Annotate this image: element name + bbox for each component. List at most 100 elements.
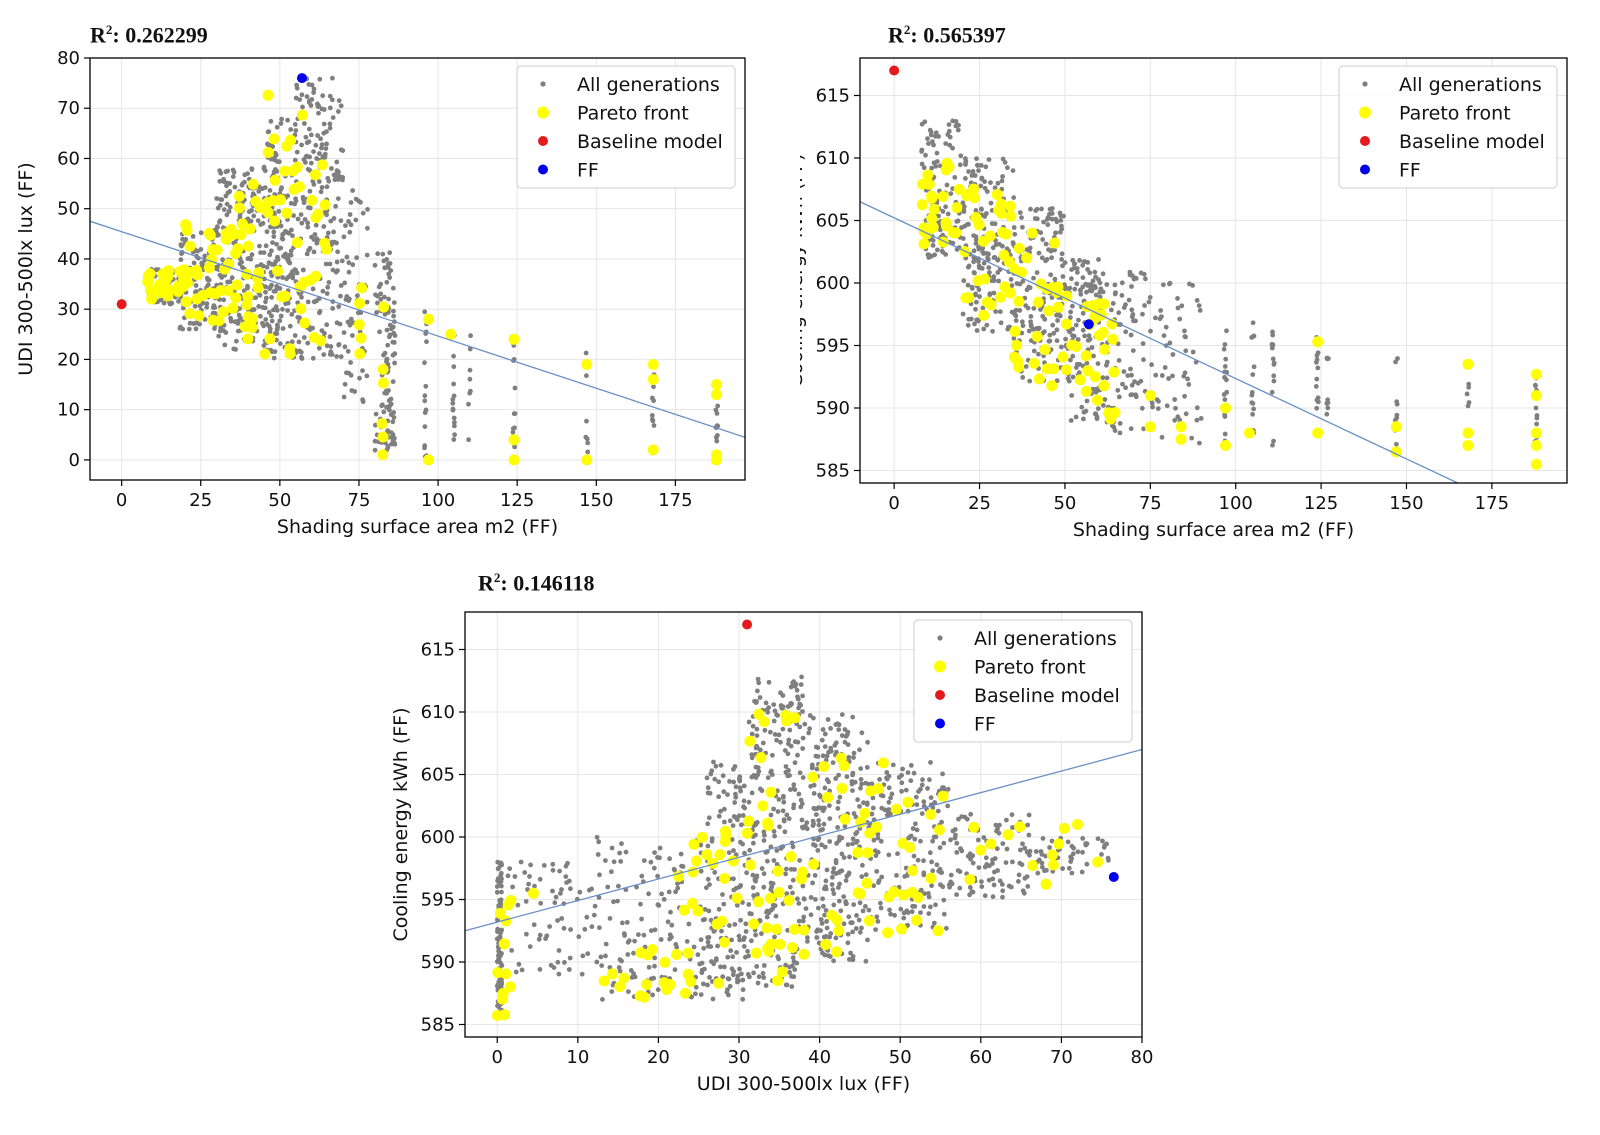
all-generations-point (955, 127, 961, 133)
all-generations-point (987, 291, 993, 297)
all-generations-point (732, 922, 738, 927)
all-generations-point (706, 815, 712, 821)
all-generations-point (499, 883, 504, 889)
all-generations-point (833, 722, 839, 727)
all-generations-point (516, 961, 522, 967)
all-generations-point (221, 176, 227, 182)
all-generations-point (289, 227, 294, 233)
pareto-front-point (268, 133, 280, 145)
all-generations-point (324, 129, 329, 135)
y-tick-label: 600 (816, 273, 850, 294)
all-generations-point (1012, 231, 1018, 237)
all-generations-point (954, 840, 960, 846)
y-tick-label: 615 (421, 640, 455, 661)
all-generations-point (940, 209, 946, 214)
y-axis-label: Cooling energy kWh (FF) (390, 707, 412, 941)
all-generations-point (715, 403, 721, 409)
all-generations-point (764, 914, 770, 920)
all-generations-point (300, 267, 306, 273)
all-generations-point (646, 964, 652, 970)
all-generations-point (499, 951, 504, 956)
all-generations-point (1186, 382, 1192, 387)
all-generations-point (308, 132, 314, 138)
all-generations-point (999, 178, 1005, 184)
all-generations-point (1096, 257, 1101, 262)
all-generations-point (652, 963, 657, 969)
all-generations-point (846, 957, 852, 962)
all-generations-point (1008, 277, 1014, 282)
all-generations-point (336, 342, 342, 347)
all-generations-point (774, 862, 780, 867)
all-generations-point (974, 317, 980, 323)
all-generations-point (981, 260, 987, 266)
all-generations-point (289, 339, 295, 345)
all-generations-point (232, 319, 238, 325)
pareto-front-point (184, 240, 196, 252)
all-generations-point (856, 917, 862, 923)
all-generations-point (334, 168, 340, 174)
all-generations-point (965, 282, 971, 288)
all-generations-point (267, 188, 273, 193)
pareto-front-point (926, 213, 938, 224)
all-generations-point (887, 907, 892, 913)
pareto-front-point (1530, 368, 1542, 380)
all-generations-point (771, 718, 777, 724)
all-generations-point (763, 700, 769, 706)
pareto-front-point (978, 309, 990, 321)
all-generations-point (275, 322, 280, 328)
all-generations-point (755, 980, 761, 986)
all-generations-point (255, 218, 261, 224)
all-generations-point (186, 326, 192, 332)
all-generations-point (1104, 282, 1110, 287)
all-generations-point (773, 913, 779, 919)
all-generations-point (387, 275, 393, 280)
all-generations-point (795, 752, 800, 758)
all-generations-point (705, 939, 711, 945)
y-tick-label: 585 (816, 461, 850, 482)
all-generations-point (306, 126, 312, 132)
all-generations-point (928, 795, 934, 800)
all-generations-point (391, 410, 397, 415)
all-generations-point (829, 882, 835, 887)
all-generations-point (879, 805, 885, 811)
all-generations-point (783, 982, 789, 988)
all-generations-point (791, 802, 797, 808)
all-generations-point (308, 160, 314, 166)
pareto-front-point (964, 874, 976, 885)
all-generations-point (422, 360, 427, 366)
pareto-front-point (862, 847, 874, 859)
all-generations-point (817, 792, 822, 798)
all-generations-point (797, 701, 803, 707)
pareto-front-point (496, 993, 508, 1005)
all-generations-point (1053, 216, 1059, 222)
all-generations-point (1013, 318, 1019, 323)
x-tick-label: 80 (1131, 1047, 1154, 1068)
all-generations-point (865, 739, 870, 745)
all-generations-point (299, 142, 304, 148)
all-generations-point (693, 991, 698, 997)
x-tick-label: 150 (1389, 493, 1423, 514)
all-generations-point (796, 901, 802, 906)
all-generations-point (276, 209, 282, 214)
all-generations-point (816, 822, 822, 828)
legend-label: Baseline model (577, 131, 723, 153)
all-generations-point (1251, 333, 1257, 339)
pareto-front-point (193, 310, 205, 322)
all-generations-point (926, 141, 931, 147)
all-generations-point (212, 305, 218, 310)
all-generations-point (1101, 403, 1106, 408)
all-generations-point (931, 920, 937, 926)
pareto-front-point (247, 178, 259, 190)
all-generations-point (875, 919, 881, 924)
all-generations-point (740, 987, 746, 993)
all-generations-point (1326, 356, 1331, 361)
all-generations-point (496, 957, 501, 962)
all-generations-point (256, 189, 262, 194)
pareto-front-point (897, 837, 909, 849)
all-generations-point (746, 719, 752, 725)
pareto-front-point (1530, 390, 1542, 401)
all-generations-point (589, 886, 594, 892)
all-generations-point (1190, 349, 1196, 355)
all-generations-point (327, 93, 333, 99)
all-generations-point (1009, 283, 1015, 288)
